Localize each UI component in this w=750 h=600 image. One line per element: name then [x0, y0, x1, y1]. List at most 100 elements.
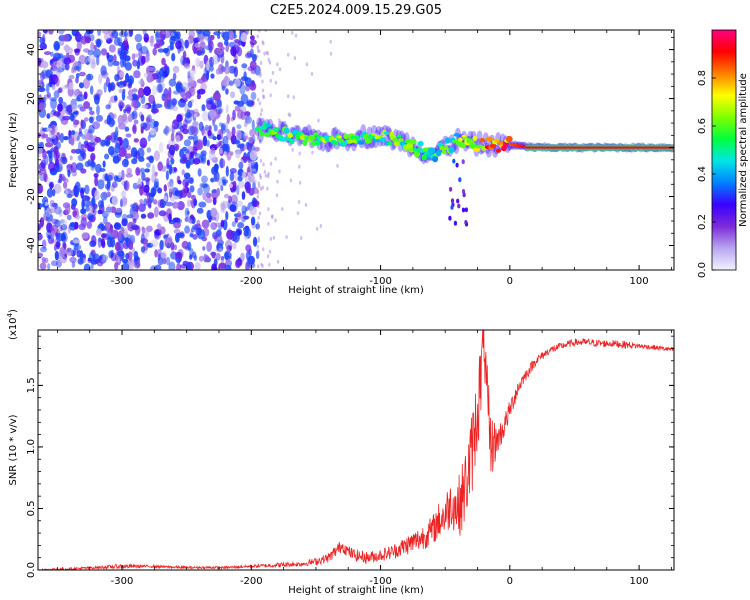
- noise-speckle: [215, 252, 221, 261]
- track-blob: [453, 133, 461, 137]
- noise-speckle: [232, 231, 240, 243]
- noise-speckle: [74, 187, 79, 198]
- noise-speckle: [153, 43, 160, 49]
- noise-speckle: [77, 104, 84, 109]
- noise-speckle: [106, 135, 112, 141]
- noise-speckle: [274, 156, 277, 161]
- noise-speckle: [67, 169, 71, 178]
- noise-speckle: [117, 250, 125, 257]
- noise-speckle: [114, 74, 120, 82]
- noise-speckle: [262, 247, 265, 252]
- noise-speckle: [40, 60, 49, 69]
- noise-speckle: [250, 216, 256, 226]
- noise-speckle: [68, 47, 73, 55]
- noise-speckle: [233, 66, 239, 78]
- noise-speckle: [121, 158, 129, 168]
- noise-speckle: [107, 236, 113, 248]
- noise-speckle: [218, 262, 227, 270]
- noise-speckle: [75, 148, 81, 154]
- noise-speckle: [192, 234, 198, 240]
- noise-speckle: [256, 135, 260, 140]
- noise-speckle: [250, 161, 257, 170]
- noise-speckle: [175, 233, 180, 243]
- noise-speckle: [68, 82, 74, 90]
- noise-speckle: [241, 191, 246, 200]
- noise-speckle: [244, 120, 248, 128]
- y-tick-label: 0.5: [26, 501, 37, 517]
- y-tick-label: 0: [26, 144, 37, 150]
- noise-speckle: [237, 222, 245, 229]
- x-tick-label: -100: [369, 576, 392, 587]
- noise-speckle: [278, 169, 281, 174]
- noise-speckle: [172, 201, 179, 209]
- track-halo: [371, 125, 378, 135]
- noise-speckle: [38, 146, 43, 155]
- noise-speckle: [74, 48, 80, 56]
- noise-speckle: [256, 72, 260, 77]
- noise-speckle: [220, 53, 225, 64]
- noise-speckle: [299, 180, 302, 185]
- noise-speckle: [247, 172, 252, 177]
- noise-speckle: [140, 233, 145, 244]
- noise-speckle: [103, 82, 107, 93]
- noise-speckle: [173, 229, 181, 234]
- noise-speckle: [205, 192, 212, 199]
- noise-speckle: [236, 200, 244, 207]
- noise-speckle: [157, 161, 163, 172]
- noise-speckle: [201, 156, 205, 162]
- noise-speckle: [241, 63, 248, 69]
- noise-speckle: [179, 97, 188, 103]
- noise-speckle: [189, 254, 193, 260]
- noise-speckle: [159, 226, 166, 235]
- noise-speckle: [220, 200, 229, 209]
- noise-speckle: [257, 204, 260, 209]
- noise-speckle: [269, 236, 273, 241]
- noise-speckle: [243, 230, 249, 237]
- noise-speckle: [150, 128, 157, 136]
- track-blob: [406, 142, 414, 150]
- noise-speckle: [73, 243, 82, 251]
- noise-speckle: [259, 61, 263, 65]
- noise-speckle: [189, 233, 194, 238]
- noise-speckle: [263, 51, 266, 56]
- noise-speckle: [324, 144, 327, 149]
- noise-speckle: [73, 119, 80, 126]
- noise-speckle: [237, 109, 244, 119]
- noise-speckle: [63, 136, 69, 141]
- noise-speckle: [39, 262, 47, 270]
- noise-speckle: [232, 109, 236, 121]
- noise-speckle: [80, 35, 88, 45]
- noise-speckle: [126, 95, 133, 100]
- noise-speckle: [45, 207, 51, 218]
- track-blob: [442, 149, 447, 155]
- noise-speckle: [72, 239, 80, 244]
- noise-speckle: [50, 124, 56, 136]
- noise-speckle: [38, 183, 44, 194]
- noise-speckle: [74, 214, 81, 220]
- noise-speckle: [186, 210, 190, 215]
- noise-speckle: [53, 183, 62, 194]
- noise-speckle: [152, 185, 160, 191]
- noise-speckle: [184, 207, 190, 219]
- noise-speckle: [191, 65, 196, 72]
- noise-speckle: [149, 118, 156, 129]
- noise-speckle: [69, 256, 77, 263]
- noise-speckle: [172, 65, 180, 74]
- noise-speckle: [54, 250, 60, 261]
- noise-speckle: [46, 137, 51, 143]
- track-blob: [497, 141, 504, 145]
- noise-speckle: [78, 131, 83, 137]
- noise-speckle: [281, 207, 284, 211]
- noise-speckle: [222, 181, 227, 186]
- noise-speckle: [175, 82, 181, 91]
- noise-speckle: [67, 104, 73, 116]
- noise-speckle: [202, 30, 211, 37]
- noise-speckle: [200, 183, 209, 188]
- noise-speckle: [179, 148, 185, 159]
- noise-speckle: [75, 72, 80, 79]
- noise-speckle: [137, 184, 143, 190]
- noise-speckle: [106, 178, 111, 189]
- noise-speckle: [57, 103, 63, 112]
- noise-speckle: [161, 57, 166, 66]
